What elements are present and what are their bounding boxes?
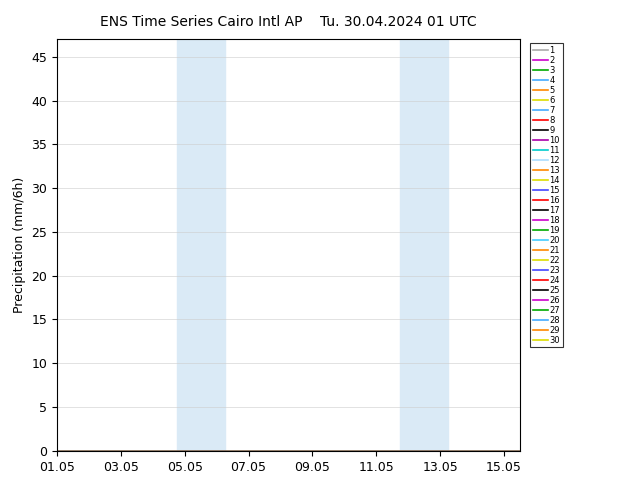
Bar <box>400 39 448 451</box>
Legend: 1, 2, 3, 4, 5, 6, 7, 8, 9, 10, 11, 12, 13, 14, 15, 16, 17, 18, 19, 20, 21, 22, 2: 1, 2, 3, 4, 5, 6, 7, 8, 9, 10, 11, 12, 1… <box>531 44 563 347</box>
Y-axis label: Precipitation (mm/6h): Precipitation (mm/6h) <box>13 177 26 313</box>
Text: ENS Time Series Cairo Intl AP    Tu. 30.04.2024 01 UTC: ENS Time Series Cairo Intl AP Tu. 30.04.… <box>100 15 477 29</box>
Bar <box>177 39 224 451</box>
